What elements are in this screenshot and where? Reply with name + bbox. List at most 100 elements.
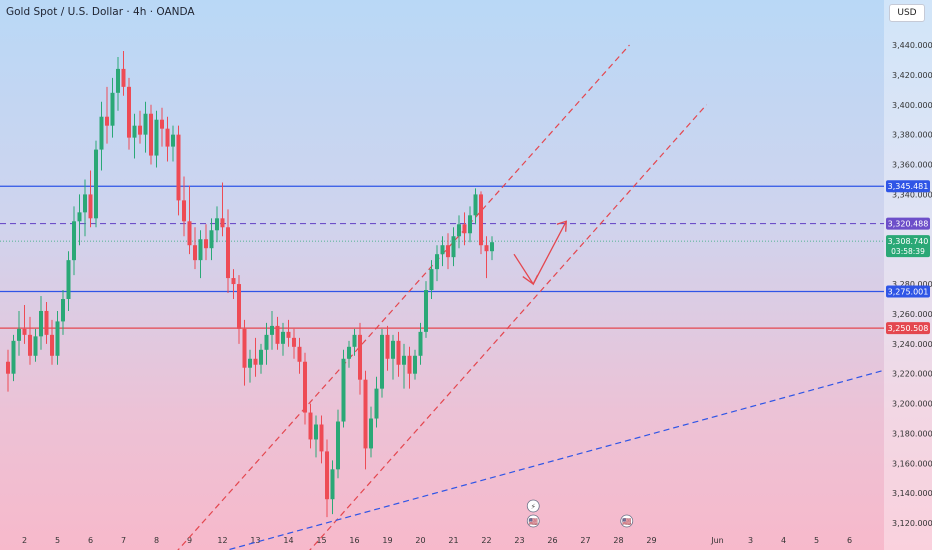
economic-event-icon — [620, 514, 634, 528]
candle-body — [336, 421, 340, 470]
y-tick-label: 3,220.000 — [892, 370, 932, 379]
candle-body — [468, 215, 472, 234]
candle-body — [187, 221, 192, 246]
candle-body — [176, 134, 181, 201]
candle-body — [380, 334, 384, 389]
x-tick-label: Jun — [710, 536, 724, 545]
x-tick-label: 27 — [580, 536, 590, 545]
level-price-tag — [886, 217, 930, 230]
x-tick-label: 7 — [121, 536, 126, 545]
economic-event-icon — [526, 514, 540, 528]
candle-body — [209, 230, 214, 249]
x-tick-label: 15 — [316, 536, 326, 545]
candle-body — [94, 149, 98, 219]
level-price-label: 3,345.481 — [888, 182, 929, 191]
x-tick-label: 8 — [154, 536, 159, 545]
x-tick-label: 20 — [415, 536, 425, 545]
level-price-tag — [886, 180, 930, 193]
y-tick-label: 3,440.000 — [892, 41, 932, 50]
candle-body — [407, 355, 412, 374]
candle-body — [352, 334, 357, 347]
candle-body — [462, 224, 467, 234]
y-tick-label: 3,140.000 — [892, 489, 932, 498]
candle-body — [319, 424, 324, 452]
candle-body — [374, 388, 379, 419]
candle-body — [424, 290, 428, 332]
y-tick-label: 3,280.000 — [892, 280, 932, 289]
x-tick-label: 3 — [748, 536, 753, 545]
candle-body — [275, 325, 280, 344]
candle-body — [413, 355, 417, 374]
candle-body — [127, 86, 131, 138]
candle-body — [154, 119, 159, 156]
candle-body — [121, 68, 126, 87]
y-tick-label: 3,420.000 — [892, 71, 932, 80]
x-tick-label: 6 — [88, 536, 93, 545]
candle-body — [171, 134, 175, 147]
candle-body — [363, 379, 368, 449]
y-tick-label: 3,180.000 — [892, 429, 932, 438]
candle-body — [220, 218, 225, 228]
x-tick-label: 16 — [349, 536, 359, 545]
candle-body — [99, 116, 104, 150]
candle-body — [391, 340, 395, 359]
candle-body — [165, 128, 170, 147]
candle-body — [28, 334, 32, 356]
y-tick-label: 3,340.000 — [892, 190, 932, 199]
candle-body — [72, 221, 76, 261]
x-tick-label: 4 — [781, 536, 786, 545]
event-marker-glyph: 🇺🇸 — [622, 517, 632, 526]
candle-body — [253, 358, 258, 365]
candle-body — [303, 361, 307, 413]
candle-body — [39, 310, 43, 337]
last-price-label: 3,308.740 — [888, 237, 929, 246]
candle-body — [143, 113, 148, 135]
candle-body — [484, 245, 489, 252]
projection-arrowhead-up — [556, 220, 567, 232]
candle-body — [358, 334, 362, 380]
channel-lower-line — [309, 104, 707, 550]
event-marker-glyph: ⚡ — [531, 502, 536, 511]
candle-body — [231, 278, 236, 285]
level-price-label: 3,250.508 — [888, 324, 929, 333]
candle-body — [77, 212, 82, 222]
candle-body — [446, 245, 450, 258]
candle-body — [259, 349, 263, 365]
support-trend-line — [225, 370, 883, 550]
candle-body — [325, 451, 329, 500]
level-price-label: 3,320.488 — [888, 220, 929, 229]
candle-body — [435, 254, 439, 270]
candle-body — [33, 336, 38, 356]
candle-body — [215, 218, 219, 231]
candle-body — [61, 299, 65, 322]
event-marker-glyph: 🇺🇸 — [529, 517, 539, 526]
candle-body — [237, 284, 241, 329]
countdown-label: 03:58:39 — [891, 247, 925, 256]
y-tick-label: 3,380.000 — [892, 131, 932, 140]
candle-body — [341, 358, 346, 422]
candle-body — [204, 239, 208, 249]
candle-body — [385, 334, 390, 359]
x-tick-label: 13 — [250, 536, 260, 545]
x-tick-label: 23 — [514, 536, 524, 545]
candle-body — [83, 194, 87, 213]
candle-body — [440, 245, 445, 255]
y-tick-label: 3,200.000 — [892, 400, 932, 409]
candle-body — [479, 194, 483, 246]
candle-body — [248, 358, 252, 368]
level-price-tag — [886, 285, 930, 298]
candle-body — [396, 340, 401, 365]
candle-body — [297, 346, 302, 362]
x-tick-label: 14 — [283, 536, 293, 545]
candle-body — [270, 325, 274, 335]
candle-body — [55, 321, 60, 356]
candle-body — [402, 355, 406, 365]
projection-arrowhead-down — [522, 274, 539, 286]
candle-body — [11, 340, 16, 374]
candle-body — [286, 331, 291, 338]
currency-button[interactable]: USD — [889, 4, 925, 22]
y-tick-label: 3,120.000 — [892, 519, 932, 528]
x-tick-label: 21 — [448, 536, 458, 545]
